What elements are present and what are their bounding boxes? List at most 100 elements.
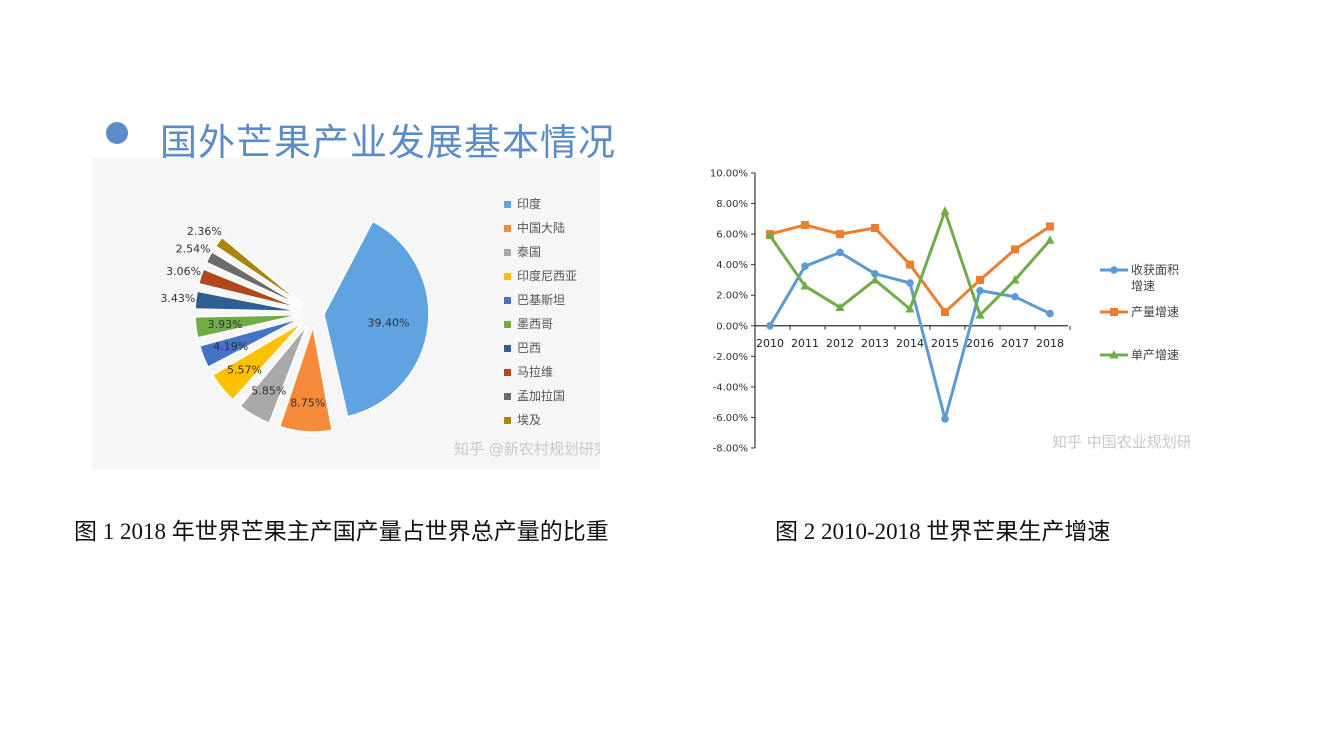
pie-slice: [239, 324, 308, 425]
data-point: [976, 286, 984, 295]
y-tick-label: -8.00%: [713, 444, 748, 455]
data-point: [871, 270, 879, 278]
legend-label: 埃及: [517, 413, 541, 427]
legend-label: 单产增速: [1131, 348, 1179, 362]
figure2-caption: 图 2 2010-2018 世界芒果生产增速: [775, 519, 1111, 544]
x-tick-label: 2013: [861, 337, 889, 350]
x-tick-label: 2016: [966, 337, 994, 350]
legend-label: 印度尼西亚: [517, 268, 577, 283]
figure1-caption: 图 1 2018 年世界芒果主产国产量占世界总产量的比重: [74, 519, 609, 544]
line-chart: 10.00% 8.00% 6.00% 4.00% 2.00% 0.00% -2.00% -4.…: [710, 169, 1222, 455]
y-tick-label: 8.00%: [716, 199, 748, 210]
legend-swatch: [504, 297, 511, 304]
data-point: [1046, 222, 1054, 231]
y-tick-label: -6.00%: [713, 413, 748, 424]
x-tick-label: 2012: [826, 337, 854, 350]
data-point: [1011, 292, 1019, 301]
data-point: [836, 230, 844, 239]
data-point: [765, 230, 775, 240]
legend-label: 印度: [517, 196, 541, 211]
x-tick-label: 2011: [791, 337, 819, 350]
pie-slice: [323, 220, 430, 418]
line-watermark: 知乎 中国农业规划研究院: [1052, 433, 1190, 451]
pie-value-label: 39.40%: [368, 317, 410, 330]
pie-slice: [197, 268, 301, 310]
pie-chart: 39.40% 8.75% 5.85% 5.57% 4.19% 3.93% 3.43% 3.06…: [160, 196, 623, 458]
data-point: [1109, 350, 1119, 359]
data-point: [836, 248, 844, 257]
pie-chart-panel: 39.40% 8.75% 5.85% 5.57% 4.19% 3.93% 3.43% 3.06…: [92, 158, 624, 470]
pie-value-label: 4.19%: [213, 340, 248, 353]
pie-slice: [194, 290, 301, 313]
legend-swatch: [504, 273, 511, 280]
pie-value-label: 3.43%: [160, 292, 195, 305]
data-point: [975, 310, 985, 319]
data-point: [1011, 245, 1019, 254]
pie-slice: [198, 317, 302, 369]
x-tick-label: 2014: [896, 337, 924, 350]
legend-label: 孟加拉国: [517, 388, 565, 403]
y-tick-label: -2.00%: [713, 352, 748, 363]
y-tick-label: 2.00%: [716, 291, 748, 302]
data-point: [905, 303, 915, 313]
legend-label: 巴西: [517, 341, 541, 355]
legend-label: 巴基斯坦: [517, 293, 565, 307]
data-point: [1010, 274, 1020, 284]
data-point: [1046, 309, 1054, 318]
y-tick-label: 6.00%: [716, 230, 748, 241]
legend-swatch: [504, 369, 511, 376]
data-point: [801, 220, 809, 229]
data-point: [906, 279, 914, 287]
x-tick-label: 2018: [1036, 337, 1064, 350]
x-tick-label: 2010: [756, 337, 784, 350]
legend-swatch: [504, 225, 511, 232]
pie-value-label: 2.36%: [187, 225, 222, 238]
data-point: [800, 281, 810, 290]
pie-slice: [211, 321, 304, 401]
data-point: [1110, 308, 1118, 316]
data-point: [906, 260, 914, 269]
pie-value-label: 5.85%: [251, 384, 286, 397]
y-tick-label: -4.00%: [713, 382, 748, 393]
legend-label: 产量增速: [1131, 305, 1179, 319]
pie-value-label: 3.06%: [166, 265, 201, 278]
data-point: [766, 321, 774, 330]
y-tick-label: 10.00%: [710, 169, 748, 180]
legend-swatch: [504, 321, 511, 328]
data-point: [871, 224, 879, 232]
pie-value-label: 2.54%: [176, 243, 211, 256]
x-tick-label: 2015: [931, 337, 959, 350]
y-tick-label: 0.00%: [716, 321, 748, 332]
series-line: [768, 250, 1051, 421]
y-tick-label: 4.00%: [716, 260, 748, 271]
data-point: [941, 308, 949, 317]
legend-label: 墨西哥: [517, 317, 553, 331]
pie-slice: [214, 236, 304, 306]
line-chart-panel: 10.00% 8.00% 6.00% 4.00% 2.00% 0.00% -2.00% -4.…: [700, 160, 1222, 460]
data-point: [1110, 266, 1118, 274]
pie-slice: [205, 250, 303, 308]
legend-swatch: [504, 393, 511, 400]
legend-label: 增速: [1131, 279, 1155, 293]
data-point: [835, 302, 845, 311]
legend-label: 中国大陆: [517, 220, 565, 235]
pie-slice: [194, 313, 301, 339]
data-point: [941, 415, 949, 423]
data-point: [801, 262, 809, 270]
bullet-dot: [106, 122, 128, 144]
data-point: [940, 206, 950, 215]
pie-slice: [278, 326, 333, 433]
data-point: [976, 275, 984, 284]
pie-value-label: 8.75%: [290, 396, 325, 409]
data-point: [1045, 235, 1055, 244]
x-tick-label: 2017: [1001, 337, 1029, 350]
legend-label: 泰国: [517, 245, 541, 259]
legend-swatch: [504, 345, 511, 352]
legend-label: 马拉维: [517, 364, 553, 379]
data-point: [870, 274, 880, 284]
pie-value-label: 5.57%: [227, 364, 262, 377]
legend-swatch: [504, 417, 511, 424]
legend-swatch: [504, 201, 511, 208]
pie-watermark: 知乎 @新农村规划研究院: [454, 440, 600, 458]
slide-title: 国外芒果产业发展基本情况: [160, 121, 616, 164]
